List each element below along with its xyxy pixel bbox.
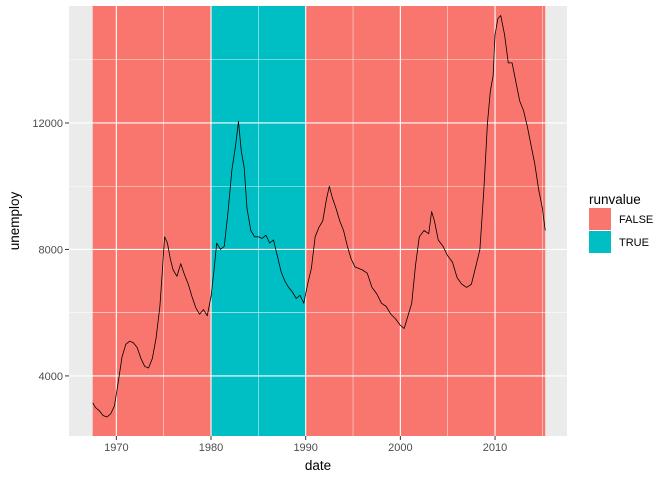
grid-lines — [69, 6, 567, 436]
y-axis-title: unemploy — [7, 191, 22, 250]
y-tick-label: 12000 — [32, 118, 63, 130]
series-lines — [92, 15, 546, 418]
legend: runvalue FALSE TRUE — [589, 192, 653, 253]
series-line-0 — [92, 15, 546, 418]
run-band-0 — [92, 6, 212, 436]
legend-key-false — [589, 208, 611, 230]
axis-ticks: 1970 1980 1990 2000 2010 4000 8000 12000 — [32, 118, 507, 454]
x-tick-label: 1970 — [104, 442, 128, 454]
legend-key-true — [589, 231, 611, 253]
legend-label-false: FALSE — [619, 214, 653, 226]
x-tick-label: 1980 — [199, 442, 223, 454]
x-axis-title: date — [305, 458, 331, 473]
x-tick-label: 2010 — [483, 442, 507, 454]
y-tick-label: 8000 — [39, 244, 63, 256]
legend-title: runvalue — [589, 192, 641, 207]
legend-label-true: TRUE — [619, 237, 649, 249]
run-band-2 — [305, 6, 546, 436]
y-tick-label: 4000 — [39, 371, 63, 383]
x-tick-label: 2000 — [388, 442, 412, 454]
x-tick-label: 1990 — [293, 442, 317, 454]
run-bands — [92, 6, 546, 436]
